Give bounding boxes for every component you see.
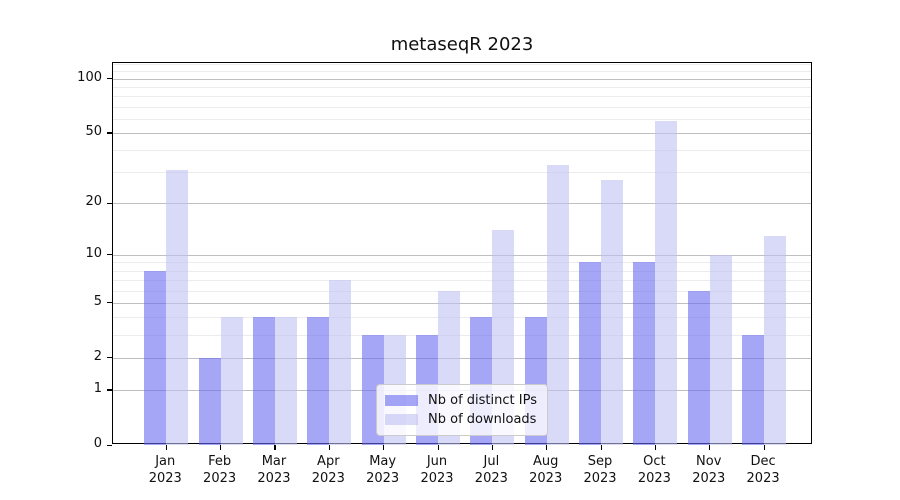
bar-distinct-ips	[742, 334, 765, 445]
grid-line-major	[113, 254, 811, 256]
x-tick-label: Jul 2023	[474, 454, 508, 486]
legend-item-distinct-ips: Nb of distinct IPs	[385, 391, 537, 410]
x-tick-label: Apr 2023	[311, 454, 345, 486]
grid-line-minor	[113, 334, 811, 336]
y-tick-mark	[107, 202, 112, 204]
x-tick-mark	[274, 445, 276, 450]
y-tick-mark	[107, 254, 112, 256]
bar-downloads	[709, 254, 732, 445]
x-tick-mark	[220, 445, 222, 450]
bar-distinct-ips	[252, 317, 275, 445]
y-tick-mark	[107, 444, 112, 446]
grid-line-minor	[113, 106, 811, 108]
y-tick-mark	[107, 357, 112, 359]
chart-title: metaseqR 2023	[390, 34, 534, 55]
grid-line-minor	[113, 262, 811, 264]
y-tick-label: 20	[85, 194, 102, 210]
y-tick-label: 1	[93, 380, 102, 396]
bar-distinct-ips	[144, 270, 167, 445]
x-tick-mark	[165, 445, 167, 450]
grid-line-minor	[113, 270, 811, 272]
x-tick-label: Dec 2023	[746, 454, 780, 486]
bar-distinct-ips	[687, 290, 710, 445]
x-tick-label: Jan 2023	[148, 454, 182, 486]
y-tick-label: 50	[85, 123, 102, 139]
grid-line-major	[113, 357, 811, 359]
x-tick-mark	[491, 445, 494, 450]
grid-line-minor	[113, 172, 811, 174]
ips-swatch-icon	[385, 395, 419, 406]
grid-line-major	[113, 203, 811, 205]
x-tick-mark	[600, 445, 602, 450]
y-tick-label: 100	[77, 69, 102, 85]
grid-line-minor	[113, 150, 811, 152]
y-tick-mark	[107, 302, 112, 304]
y-tick-label: 5	[93, 293, 102, 309]
bar-distinct-ips	[579, 262, 602, 445]
x-tick-mark	[763, 445, 765, 450]
x-tick-mark	[709, 445, 711, 450]
bar-downloads	[166, 169, 189, 445]
x-tick-mark	[328, 445, 330, 450]
plot-area: Nb of distinct IPs Nb of downloads	[107, 62, 812, 450]
bar-downloads	[274, 317, 297, 445]
legend-item-downloads: Nb of downloads	[385, 410, 537, 429]
y-tick-label: 10	[85, 245, 102, 261]
grid-line-major	[113, 302, 811, 304]
bar-downloads	[546, 165, 569, 445]
x-tick-label: Oct 2023	[637, 454, 671, 486]
y-tick-mark	[107, 132, 112, 134]
x-tick-mark	[546, 445, 548, 450]
bar-distinct-ips	[307, 317, 330, 445]
y-tick-mark	[107, 389, 112, 391]
x-tick-label: Mar 2023	[257, 454, 291, 486]
downloads-swatch-icon	[385, 414, 419, 425]
grid-line-minor	[113, 118, 811, 120]
legend-label-ips: Nb of distinct IPs	[428, 393, 537, 408]
y-tick-mark	[107, 78, 112, 80]
y-tick-label: 0	[93, 436, 102, 451]
grid-line-minor	[113, 290, 811, 292]
x-tick-label: Nov 2023	[692, 454, 726, 486]
bar-downloads	[655, 121, 678, 445]
legend: Nb of distinct IPs Nb of downloads	[376, 384, 548, 436]
grid-line-major	[113, 132, 811, 134]
grid-line-minor	[113, 96, 811, 98]
x-tick-mark	[654, 445, 657, 450]
bar-downloads	[329, 279, 352, 445]
x-tick-label: May 2023	[366, 454, 400, 486]
x-tick-label: Jun 2023	[420, 454, 454, 486]
grid-line-minor	[113, 64, 811, 66]
x-tick-label: Feb 2023	[203, 454, 237, 486]
legend-label-downloads: Nb of downloads	[428, 412, 537, 427]
y-tick-label: 2	[93, 348, 102, 364]
bar-distinct-ips	[633, 262, 656, 445]
grid-line-minor	[113, 86, 811, 88]
bar-distinct-ips	[198, 357, 221, 445]
x-tick-label: Aug 2023	[529, 454, 563, 486]
bar-downloads	[220, 317, 243, 445]
grid-line-minor	[113, 71, 811, 73]
grid-line-minor	[113, 279, 811, 281]
bar-downloads	[601, 180, 624, 445]
grid-line-minor	[113, 317, 811, 319]
x-tick-mark	[383, 445, 385, 450]
bar-downloads	[764, 235, 787, 445]
grid-line-major	[113, 78, 811, 80]
x-tick-label: Sep 2023	[583, 454, 617, 486]
x-tick-mark	[437, 445, 439, 450]
